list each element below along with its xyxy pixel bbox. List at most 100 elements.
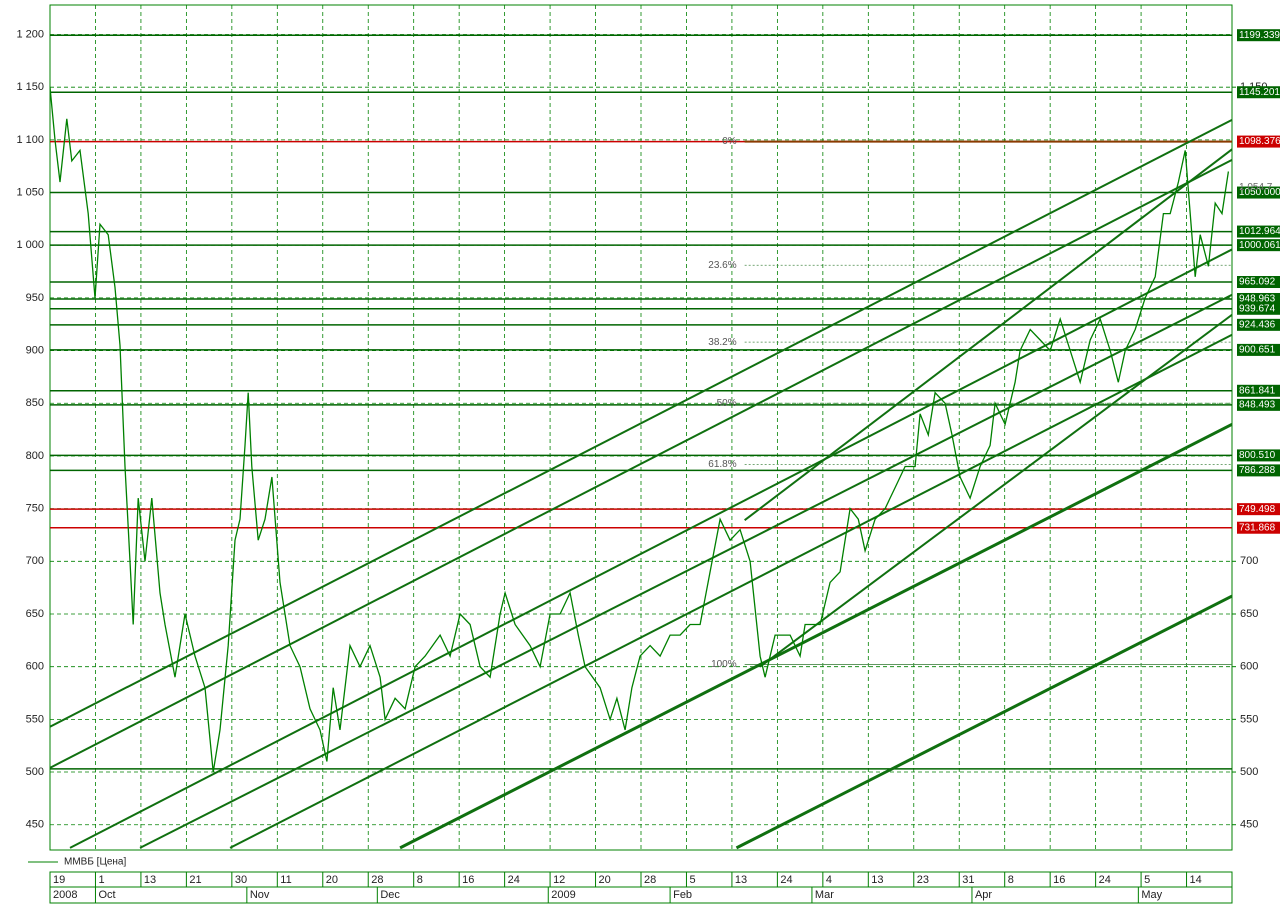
x-tick-label: 24 bbox=[508, 874, 520, 886]
y-tick-label: 1 150 bbox=[16, 81, 44, 93]
y-tick-label: 550 bbox=[26, 713, 44, 725]
last-price-label: 1 054.7 bbox=[1239, 182, 1273, 193]
trend-line bbox=[744, 148, 1232, 522]
level-label-box bbox=[1237, 86, 1280, 99]
month-label: May bbox=[1141, 889, 1162, 901]
x-tick-label: 21 bbox=[189, 874, 201, 886]
trend-line bbox=[69, 248, 1232, 849]
month-label: Nov bbox=[250, 889, 270, 901]
trend-line bbox=[229, 333, 1232, 849]
trend-line bbox=[50, 158, 1232, 769]
trend-line bbox=[399, 423, 1232, 850]
fib-label: 0% bbox=[722, 136, 737, 147]
y2-tick-label: 500 bbox=[1240, 766, 1258, 778]
y-tick-label: 650 bbox=[26, 608, 44, 620]
y-tick-label: 950 bbox=[26, 292, 44, 304]
level-label-box bbox=[1237, 276, 1280, 289]
level-label-box bbox=[1237, 239, 1280, 252]
level-label: 749.498 bbox=[1239, 504, 1276, 515]
y2-tick-label: 700 bbox=[1240, 555, 1258, 567]
legend-label: ММВБ [Цена] bbox=[64, 857, 126, 868]
x-tick-label: 1 bbox=[98, 874, 104, 886]
x-tick-label: 13 bbox=[735, 874, 747, 886]
y-tick-label: 1 200 bbox=[16, 28, 44, 40]
x-tick-label: 30 bbox=[235, 874, 247, 886]
x-tick-label: 16 bbox=[1053, 874, 1065, 886]
level-label: 1012.964 bbox=[1239, 226, 1280, 237]
month-label: Mar bbox=[815, 889, 834, 901]
month-label: Oct bbox=[98, 889, 115, 901]
y2-tick-label: 600 bbox=[1240, 661, 1258, 673]
y2-tick-label: 650 bbox=[1240, 608, 1258, 620]
fib-label: 23.6% bbox=[708, 260, 736, 271]
fib-label: 61.8% bbox=[708, 459, 736, 470]
level-label-box bbox=[1237, 292, 1280, 305]
y-tick-label: 1 000 bbox=[16, 239, 44, 251]
trend-line bbox=[139, 293, 1232, 849]
x-tick-label: 20 bbox=[599, 874, 611, 886]
x-tick-label: 31 bbox=[962, 874, 974, 886]
y-tick-label: 900 bbox=[26, 344, 44, 356]
x-tick-label: 5 bbox=[1144, 874, 1150, 886]
level-label: 948.963 bbox=[1239, 294, 1276, 305]
x-tick-label: 16 bbox=[462, 874, 474, 886]
level-label: 1199.339 bbox=[1239, 30, 1280, 41]
level-label-box bbox=[1237, 464, 1280, 477]
level-label: 939.674 bbox=[1239, 303, 1276, 314]
x-tick-label: 23 bbox=[917, 874, 929, 886]
level-label: 800.510 bbox=[1239, 450, 1276, 461]
month-label: Dec bbox=[380, 889, 400, 901]
level-label-box bbox=[1237, 318, 1280, 331]
level-label-box bbox=[1237, 384, 1280, 397]
level-label: 861.841 bbox=[1239, 385, 1276, 396]
x-tick-label: 28 bbox=[371, 874, 383, 886]
level-label: 900.651 bbox=[1239, 345, 1276, 356]
level-label: 924.436 bbox=[1239, 319, 1276, 330]
x-tick-label: 11 bbox=[280, 874, 291, 886]
x-tick-label: 19 bbox=[53, 874, 65, 886]
x-tick-label: 24 bbox=[780, 874, 792, 886]
y-tick-label: 750 bbox=[26, 503, 44, 515]
x-tick-label: 8 bbox=[1008, 874, 1014, 886]
level-label: 1050.000 bbox=[1239, 187, 1280, 198]
month-label: 2009 bbox=[551, 889, 575, 901]
x-tick-label: 8 bbox=[417, 874, 423, 886]
level-label: 1098.376 bbox=[1239, 136, 1280, 147]
level-label-box bbox=[1237, 343, 1280, 356]
month-label: Apr bbox=[975, 889, 992, 901]
y-tick-label: 700 bbox=[26, 555, 44, 567]
trend-line bbox=[735, 594, 1232, 850]
trend-line bbox=[50, 118, 1232, 728]
x-tick-label: 14 bbox=[1190, 874, 1202, 886]
fib-label: 50% bbox=[717, 398, 737, 409]
trend-line bbox=[759, 313, 1232, 668]
level-label-box bbox=[1237, 398, 1280, 411]
x-tick-label: 13 bbox=[144, 874, 156, 886]
x-tick-label: 20 bbox=[326, 874, 338, 886]
level-label-box bbox=[1237, 186, 1280, 199]
y-tick-label: 600 bbox=[26, 661, 44, 673]
fib-label: 100% bbox=[711, 659, 737, 670]
x-tick-label: 24 bbox=[1099, 874, 1111, 886]
level-label: 731.868 bbox=[1239, 522, 1276, 533]
level-label: 1145.201 bbox=[1239, 87, 1280, 98]
level-label-box bbox=[1237, 225, 1280, 238]
level-label-box bbox=[1237, 449, 1280, 462]
level-label: 848.493 bbox=[1239, 399, 1276, 410]
y-tick-label: 450 bbox=[26, 819, 44, 831]
y2-tick-label: 550 bbox=[1240, 713, 1258, 725]
x-tick-label: 13 bbox=[871, 874, 883, 886]
level-label-box bbox=[1237, 302, 1280, 315]
fib-label: 38.2% bbox=[708, 337, 736, 348]
plot-layer bbox=[50, 5, 1232, 850]
y-tick-label: 850 bbox=[26, 397, 44, 409]
level-label-box bbox=[1237, 135, 1280, 148]
level-label: 786.288 bbox=[1239, 465, 1276, 476]
level-label-box bbox=[1237, 503, 1280, 516]
y-tick-label: 1 050 bbox=[16, 186, 44, 198]
month-label: Feb bbox=[673, 889, 692, 901]
price-line bbox=[50, 87, 1230, 773]
month-label: 2008 bbox=[53, 889, 77, 901]
